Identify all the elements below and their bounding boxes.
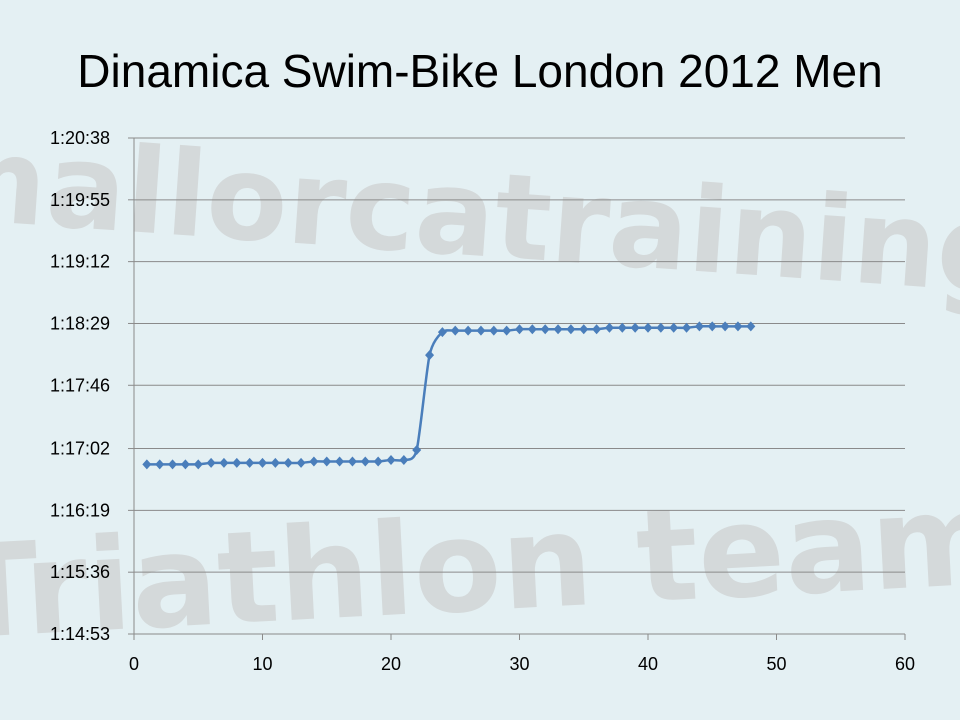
data-point: [347, 456, 357, 467]
y-tick-label: 1:15:36: [50, 562, 110, 582]
data-point: [373, 456, 383, 467]
y-tick-label: 1:16:19: [50, 500, 110, 520]
data-point: [682, 322, 692, 333]
series-markers: [142, 321, 756, 470]
data-point: [258, 457, 267, 468]
data-point: [232, 457, 242, 468]
data-point: [270, 457, 280, 468]
data-point: [476, 325, 486, 336]
y-tick-label: 1:19:12: [50, 252, 110, 272]
data-point: [322, 456, 332, 467]
grid-lines: [134, 137, 905, 573]
x-tick-label: 50: [766, 654, 786, 674]
data-point: [527, 324, 537, 335]
data-point: [656, 322, 666, 333]
data-point: [180, 459, 190, 470]
data-point: [566, 324, 576, 335]
data-point: [283, 457, 293, 468]
data-point: [425, 350, 435, 361]
data-point: [168, 459, 178, 470]
x-tick-label: 0: [129, 654, 139, 674]
x-tick-labels: 0 10 20 30 40 50 60: [129, 654, 915, 674]
data-point: [643, 322, 653, 333]
data-point: [630, 322, 640, 333]
y-tick-labels: 1:14:53 1:15:36 1:16:19 1:17:02 1:17:46 1:18:…: [50, 128, 110, 644]
data-point: [463, 325, 473, 336]
data-point: [386, 455, 396, 466]
data-point: [309, 456, 319, 467]
data-point: [720, 321, 730, 332]
x-tick-label: 30: [509, 654, 529, 674]
data-point: [206, 457, 216, 468]
y-tick-label: 1:19:55: [50, 190, 110, 210]
data-point: [707, 321, 717, 332]
data-point: [219, 457, 229, 468]
data-point: [694, 321, 704, 332]
data-point: [245, 457, 255, 468]
data-point: [502, 325, 512, 336]
data-point: [592, 324, 602, 335]
data-point: [450, 325, 460, 336]
axes: [128, 137, 906, 640]
x-tick-label: 20: [381, 654, 401, 674]
y-tick-label: 1:20:38: [50, 128, 110, 148]
data-point: [540, 324, 550, 335]
data-point: [579, 324, 589, 335]
data-point: [489, 325, 499, 336]
data-point: [437, 327, 447, 338]
chart-title: Dinamica Swim-Bike London 2012 Men: [77, 45, 883, 97]
x-tick-label: 40: [638, 654, 658, 674]
series-line: [146, 325, 751, 466]
data-point: [617, 322, 627, 333]
data-point: [335, 456, 345, 467]
x-tick-label: 60: [895, 654, 915, 674]
data-point: [669, 322, 679, 333]
data-point: [553, 324, 563, 335]
data-point: [155, 459, 165, 470]
data-point: [733, 321, 743, 332]
data-point: [142, 459, 152, 470]
y-tick-label: 1:17:46: [50, 375, 110, 395]
data-point: [399, 455, 409, 466]
x-tick-label: 10: [252, 654, 272, 674]
data-point: [360, 456, 370, 467]
y-tick-label: 1:18:29: [50, 313, 110, 333]
data-point: [412, 444, 422, 455]
y-tick-label: 1:14:53: [50, 624, 110, 644]
data-point: [515, 324, 524, 335]
data-point: [296, 457, 306, 468]
data-point: [746, 321, 756, 332]
data-point: [193, 459, 203, 470]
y-tick-label: 1:17:02: [50, 439, 110, 459]
data-point: [604, 322, 614, 333]
